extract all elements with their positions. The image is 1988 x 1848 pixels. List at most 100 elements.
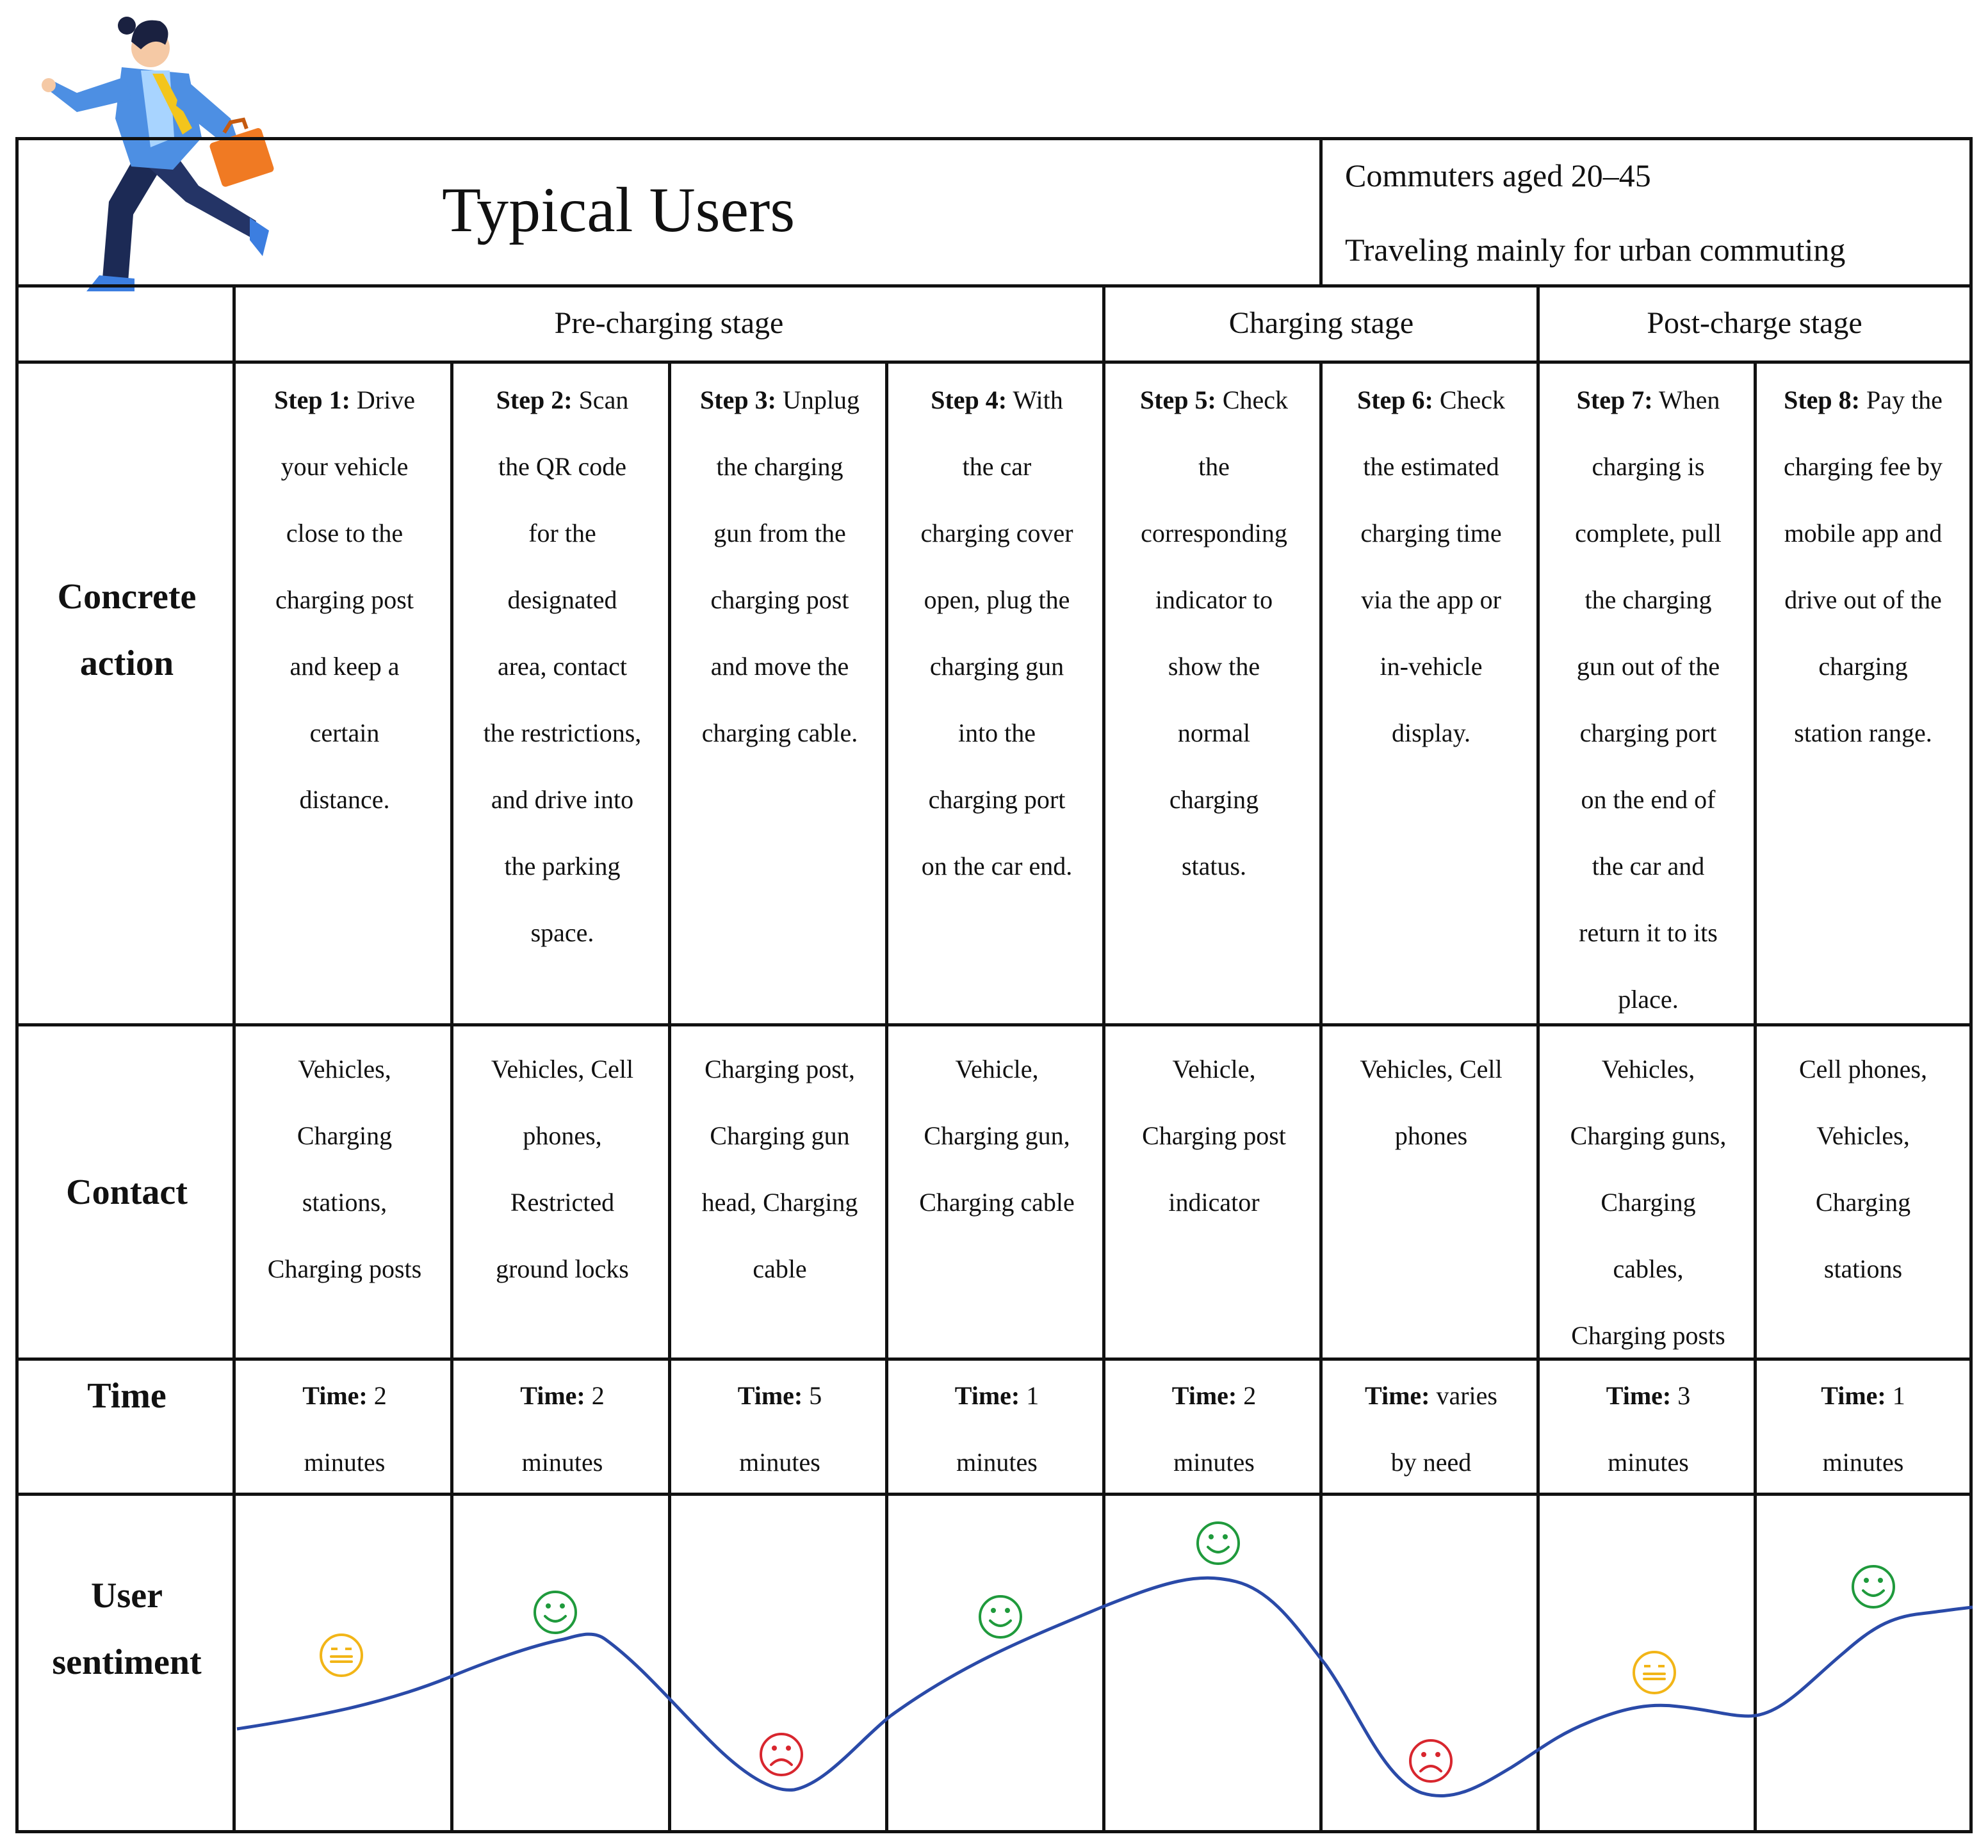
step-action-line: for the [528,519,596,547]
page-title: Typical Users [442,174,795,245]
header-divider [15,284,1973,288]
step-action-line: Step 1: Drive [236,367,453,434]
step-action-line: station range. [1794,718,1932,747]
step-action-line: the charging [716,452,843,481]
step-time-value: 1 [1020,1381,1039,1410]
step-action-line: area, contact [497,652,628,681]
step-time-cell: Time: 5 minutes [671,1363,888,1496]
step-time-line: Time: 2 [236,1363,453,1429]
step-action-line: Step 4: With [888,367,1105,434]
step-time-line: Time: 5 [671,1363,888,1429]
step-action-line: charging port [928,785,1066,814]
step-time-key: Time: [1171,1381,1237,1410]
row-label-concrete-action-line-1: Concrete [57,577,197,617]
sentiment-curve [236,1576,1973,1797]
step-time-cell: Time: varies by need [1323,1363,1540,1496]
column-divider-2-sentiment [450,1494,453,1831]
step-contact-line: Vehicles, [298,1055,391,1083]
step-action-text: Drive [350,385,415,414]
step-contact-line: Vehicles, [1816,1121,1910,1150]
step-time-key: Time: [1821,1381,1886,1410]
step-action-text: When [1652,385,1720,414]
step-contact-line: Charging posts [267,1254,422,1283]
step-time-key: Time: [1606,1381,1672,1410]
step-contact-line: stations, [302,1188,387,1217]
step-contact-line: Vehicles, Cell [1360,1055,1503,1083]
step-action-line: return it to its [1579,918,1718,947]
step-contact-cell: Vehicle, Charging gun, Charging cable [888,1036,1105,1236]
step-action-text: With [1007,385,1063,414]
step-action-line: into the [957,718,1036,747]
row-label-user-sentiment: User sentiment [18,1562,236,1696]
row-label-user-sentiment-line-2: sentiment [52,1642,202,1682]
step-contact-cell: Cell phones, Vehicles, Charging stations [1757,1036,1969,1302]
step-action-line: charging post [710,585,849,614]
step-action-line: corresponding [1141,519,1287,547]
step-action-line: Step 7: When [1540,367,1757,434]
step-contact-line: phones [1394,1121,1468,1150]
step-action-text: Pay the [1860,385,1943,414]
contact-divider [15,1358,1973,1361]
step-action-line: mobile app and [1784,519,1943,547]
step-action-line: display. [1392,718,1471,747]
smiley-face-icon [1196,1521,1240,1565]
step-action-line: Step 6: Check [1323,367,1540,434]
step-time-value: 5 [803,1381,822,1410]
step-contact-line: head, Charging [701,1188,858,1217]
step-number-label: Step 6: [1357,385,1433,414]
step-time-key: Time: [954,1381,1020,1410]
step-action-line: charging gun [929,652,1064,681]
step-time-cell: Time: 1 minutes [888,1363,1105,1496]
step-contact-line: Vehicles, Cell [491,1055,634,1083]
step-contact-line: Charging gun [710,1121,850,1150]
table-border-right [1969,137,1973,1833]
step-action-line: open, plug the [924,585,1070,614]
step-action-line: charging time [1360,519,1502,547]
table-border-left [15,137,19,1833]
step-time-key: Time: [737,1381,803,1410]
step-action-line: normal [1177,718,1251,747]
step-action-cell: Step 6: Check the estimated charging time v… [1323,367,1540,766]
smiley-face-icon [979,1595,1022,1639]
step-contact-cell: Vehicle, Charging post indicator [1105,1036,1323,1236]
stage-charging: Charging stage [1228,306,1414,340]
step-action-line: gun from the [713,519,846,547]
step-time-cell: Time: 1 minutes [1757,1363,1969,1496]
stage-pre-charging: Pre-charging stage [554,306,784,340]
step-number-label: Step 1: [274,385,350,414]
step-action-line: close to the [286,519,403,547]
step-time-unit: minutes [1822,1448,1904,1477]
row-label-concrete-action-line-2: action [79,644,174,683]
step-contact-line: Charging [297,1121,393,1150]
step-action-line: the restrictions, [483,718,642,747]
step-contact-cell: Vehicles, Charging guns, Charging cables, Ch… [1540,1036,1757,1369]
step-action-cell: Step 8: Pay the charging fee by mobile app… [1757,367,1969,766]
step-action-line: the estimated [1363,452,1499,481]
step-action-line: certain [309,718,380,747]
step-action-line: the car [962,452,1032,481]
action-divider [15,1023,1973,1026]
step-action-line: charging [1818,652,1908,681]
step-contact-cell: Vehicles, Cell phones, Restricted ground lo… [453,1036,671,1302]
column-divider-7 [1536,286,1540,1831]
step-time-unit: minutes [304,1448,386,1477]
step-contact-line: indicator [1168,1188,1260,1217]
step-action-line: indicator to [1155,585,1273,614]
step-time-line: Time: 1 [1757,1363,1969,1429]
step-action-line: distance. [299,785,390,814]
step-time-unit: minutes [1173,1448,1255,1477]
step-time-unit: minutes [1608,1448,1689,1477]
step-contact-line: cable [753,1254,807,1283]
step-action-line: your vehicle [281,452,409,481]
table-border-top [15,137,1973,140]
row-label-user-sentiment-line-1: User [91,1576,163,1616]
step-contact-line: Vehicle, [1172,1055,1256,1083]
stage-divider [15,361,1973,364]
step-action-line: charging [1169,785,1259,814]
step-action-line: charging cover [920,519,1073,547]
step-action-cell: Step 3: Unplug the charging gun from the ch… [671,367,888,766]
step-action-text: Unplug [776,385,860,414]
step-action-line: the QR code [498,452,626,481]
step-time-unit: minutes [956,1448,1038,1477]
